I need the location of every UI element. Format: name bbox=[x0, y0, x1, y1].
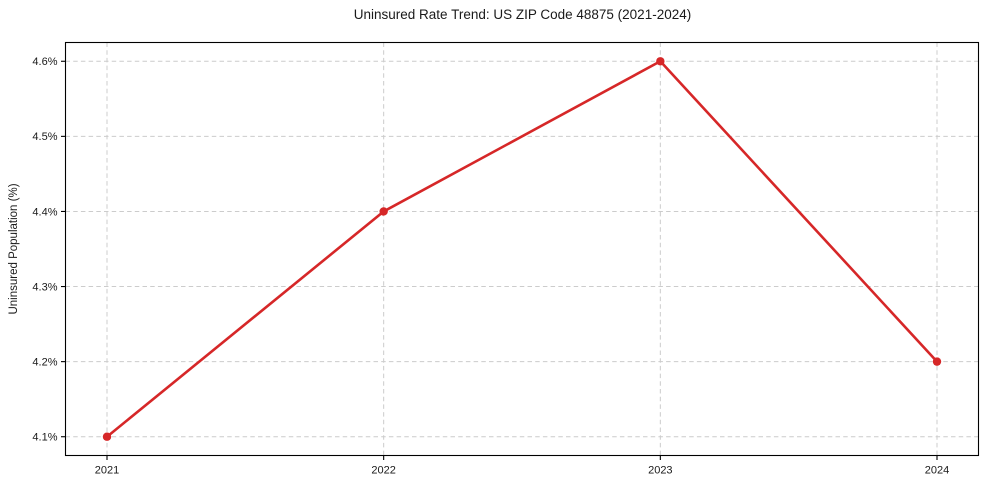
y-tick-label: 4.4% bbox=[32, 206, 57, 218]
data-point bbox=[656, 57, 665, 66]
y-tick-label: 4.6% bbox=[32, 56, 57, 68]
data-point bbox=[379, 207, 388, 216]
chart-title: Uninsured Rate Trend: US ZIP Code 48875 … bbox=[353, 7, 692, 22]
plot-border bbox=[64, 41, 980, 457]
y-tick-label: 4.3% bbox=[32, 281, 57, 293]
x-tick-label: 2024 bbox=[925, 465, 949, 477]
data-point bbox=[102, 432, 112, 441]
data-line bbox=[105, 59, 939, 439]
data-point bbox=[932, 357, 942, 366]
x-tick-label: 2021 bbox=[95, 465, 119, 477]
y-tick-label: 4.5% bbox=[32, 131, 57, 143]
y-tick-label: 4.2% bbox=[32, 356, 57, 368]
y-tick-label: 4.1% bbox=[32, 432, 57, 444]
x-tick-label: 2022 bbox=[371, 465, 395, 477]
x-tick-label: 2023 bbox=[648, 465, 672, 477]
